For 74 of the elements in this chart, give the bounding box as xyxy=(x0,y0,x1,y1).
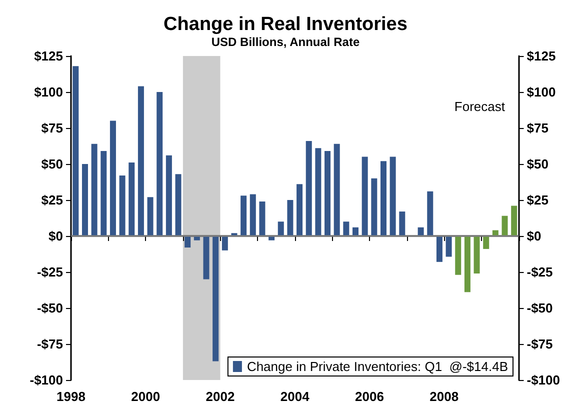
bar xyxy=(343,222,350,236)
bar xyxy=(128,162,135,236)
x-tick-label: 2002 xyxy=(206,389,235,404)
x-tick-label: 2004 xyxy=(280,389,310,404)
bar xyxy=(399,212,406,236)
bar xyxy=(203,236,210,280)
bar xyxy=(240,196,247,236)
y-tick-label: $50 xyxy=(41,156,63,172)
bar xyxy=(166,155,172,236)
y-tick-label: $0 xyxy=(48,228,63,244)
y2-tick-label: $75 xyxy=(526,120,548,136)
y2-tick-label: $25 xyxy=(526,192,548,208)
bar xyxy=(492,230,498,236)
bar xyxy=(464,236,470,292)
y2-tick-label: $125 xyxy=(526,48,556,64)
y2-tick-label: -$50 xyxy=(526,300,553,316)
bar xyxy=(418,227,424,236)
bar xyxy=(250,194,256,236)
y-tick-label: -$75 xyxy=(36,336,63,352)
bar xyxy=(352,227,359,236)
bar xyxy=(287,200,294,236)
bar xyxy=(306,140,312,236)
legend-label: Change in Private Inventories: Q1 @-$14.4B xyxy=(246,359,508,374)
y-tick-label: -$50 xyxy=(36,300,63,316)
bar xyxy=(278,222,284,236)
annotation: Forecast xyxy=(454,99,506,114)
y2-tick-label: $50 xyxy=(526,156,548,172)
chart-title: Change in Real Inventories xyxy=(164,14,408,35)
x-tick-label: 2006 xyxy=(355,389,384,404)
bar xyxy=(483,236,490,249)
bar xyxy=(212,236,219,362)
bar xyxy=(446,236,452,257)
bar xyxy=(362,156,368,236)
bar xyxy=(184,236,191,248)
bar xyxy=(156,92,163,236)
bar xyxy=(334,144,340,236)
y-tick-label: $25 xyxy=(41,192,63,208)
bar xyxy=(91,144,98,236)
bar xyxy=(296,184,303,236)
chart-subtitle: USD Billions, Annual Rate xyxy=(211,35,360,49)
y-tick-label: $125 xyxy=(34,48,63,64)
bar xyxy=(324,151,331,236)
bar xyxy=(222,236,228,250)
x-tick-label: 2008 xyxy=(430,389,459,404)
bar xyxy=(502,216,508,236)
bar xyxy=(82,164,88,236)
y2-tick-label: -$75 xyxy=(526,336,553,352)
bar xyxy=(427,191,434,236)
bar xyxy=(72,66,79,236)
y-tick-label: $75 xyxy=(41,120,63,136)
bar xyxy=(147,197,154,236)
x-tick-label: 1998 xyxy=(56,389,86,404)
bar xyxy=(138,86,144,236)
bar xyxy=(371,178,378,236)
y2-tick-label: -$25 xyxy=(526,264,553,280)
x-tick-label: 2000 xyxy=(131,389,160,404)
y2-tick-label: $0 xyxy=(526,228,542,244)
bar xyxy=(380,161,386,236)
bar xyxy=(175,174,182,236)
bar xyxy=(474,236,480,274)
bar xyxy=(119,176,126,236)
bar xyxy=(390,156,396,236)
bar xyxy=(455,236,462,275)
bar xyxy=(100,151,107,236)
bar xyxy=(315,148,322,236)
bar xyxy=(436,236,442,262)
y-tick-label: $100 xyxy=(34,84,63,100)
y-tick-label: -$100 xyxy=(30,372,63,388)
y2-tick-label: -$100 xyxy=(526,372,560,388)
bar xyxy=(511,206,518,236)
y2-tick-label: $100 xyxy=(526,84,556,100)
bar xyxy=(110,120,116,236)
y-tick-label: -$25 xyxy=(36,264,63,280)
bar xyxy=(259,201,266,236)
